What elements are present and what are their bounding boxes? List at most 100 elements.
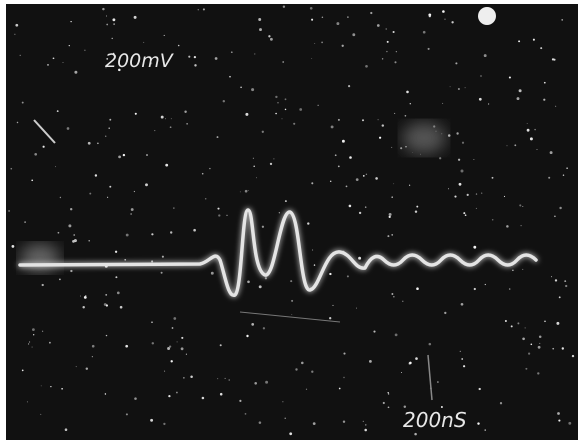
speckle (346, 275, 349, 278)
speckle (70, 208, 73, 211)
speckle (321, 41, 323, 44)
speckle (484, 429, 486, 431)
speckle (105, 67, 107, 69)
speckle (151, 233, 154, 236)
speckle (239, 191, 241, 193)
speckle (170, 360, 173, 363)
speckle (222, 100, 225, 103)
speckle (522, 206, 524, 208)
speckle (216, 136, 219, 139)
speckle (293, 122, 296, 125)
speckle (526, 123, 528, 124)
speckle (214, 57, 218, 60)
speckle (478, 387, 481, 391)
speckle (107, 196, 109, 198)
speckle (105, 135, 107, 137)
speckle (146, 154, 148, 156)
speckle (455, 62, 458, 65)
speckle (349, 156, 352, 159)
glare (402, 122, 446, 154)
speckle (55, 166, 57, 168)
speckle (219, 344, 222, 347)
speckle (528, 352, 531, 355)
speckle (488, 103, 490, 105)
speckle (422, 30, 426, 34)
speckle (125, 344, 129, 348)
speckle (539, 342, 541, 344)
speckle (165, 118, 166, 120)
speckle (75, 240, 77, 242)
speckle (125, 413, 128, 416)
speckle (400, 147, 403, 150)
glare (20, 244, 60, 272)
speckle (473, 245, 477, 249)
speckle (284, 98, 287, 101)
speckle (409, 184, 411, 186)
speckle (442, 102, 444, 104)
speckle (106, 23, 109, 26)
speckle (464, 87, 466, 89)
speckle (89, 192, 92, 195)
speckle (133, 15, 137, 19)
speckle (332, 304, 334, 306)
speckle (177, 44, 180, 47)
speckle (512, 269, 514, 271)
speckle (59, 196, 62, 199)
speckle (352, 33, 356, 37)
speckle (273, 158, 275, 160)
speckle (395, 51, 397, 53)
speckle (347, 16, 349, 18)
speckle (568, 421, 572, 425)
speckle (481, 192, 483, 194)
speckle (40, 413, 42, 415)
speckle (290, 280, 293, 283)
speckle (311, 18, 314, 21)
speckle (134, 112, 137, 115)
speckle (16, 121, 19, 124)
speckle (173, 207, 175, 209)
speckle (150, 418, 154, 422)
speckle (209, 167, 211, 170)
speckle (463, 365, 466, 368)
speckle (217, 378, 219, 380)
speckle (282, 401, 284, 403)
speckle (87, 141, 91, 145)
speckle (228, 379, 230, 381)
speckle (40, 385, 42, 387)
speckle (548, 176, 551, 179)
speckle (345, 185, 348, 188)
speckle (108, 127, 110, 129)
speckle (313, 264, 316, 266)
speckle (388, 215, 391, 219)
speckle (538, 335, 542, 339)
speckle (358, 211, 362, 215)
scratch (33, 119, 56, 144)
speckle (269, 162, 273, 166)
speckle (321, 16, 324, 19)
speckle (484, 283, 486, 286)
speckle (463, 212, 466, 215)
speckle (348, 204, 352, 208)
speckle (393, 296, 395, 298)
speckle (312, 422, 316, 425)
speckle (88, 239, 90, 242)
speckle (427, 47, 430, 50)
speckle (258, 285, 262, 289)
speckle (343, 376, 345, 379)
speckle (244, 413, 247, 415)
speckle (114, 250, 118, 253)
speckle (510, 325, 513, 328)
speckle (365, 173, 368, 175)
speckle (204, 197, 207, 200)
speckle (412, 152, 414, 153)
speckle (106, 15, 108, 17)
speckle (406, 90, 409, 94)
scratch (427, 354, 433, 401)
speckle (218, 214, 221, 217)
speckle (52, 57, 55, 60)
speckle (160, 115, 164, 119)
speckle (532, 38, 535, 41)
speckle (537, 345, 541, 349)
speckle (537, 372, 540, 375)
speckle (562, 174, 565, 176)
